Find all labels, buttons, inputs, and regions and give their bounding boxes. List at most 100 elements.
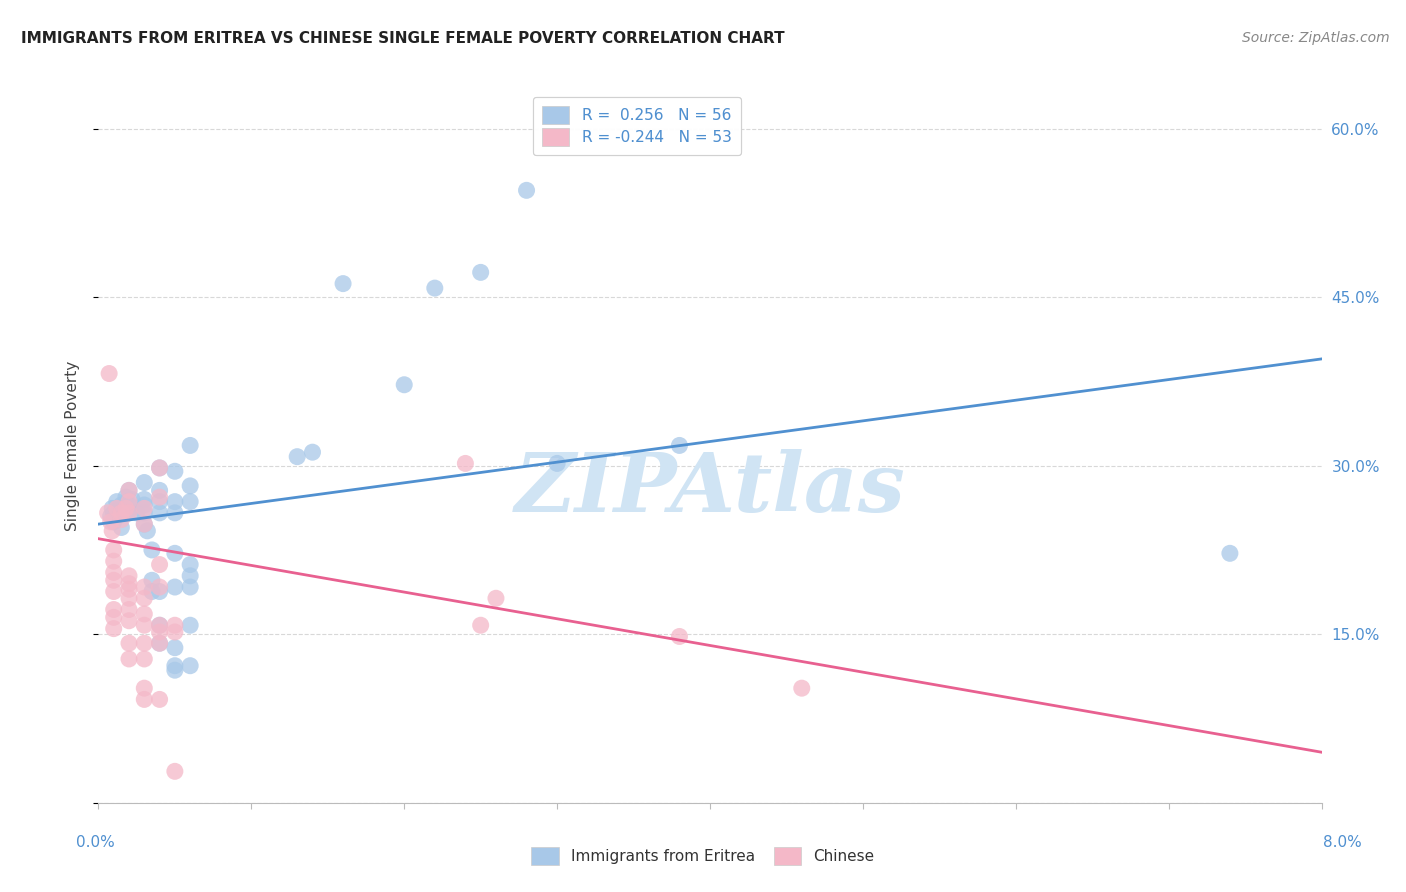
Point	[149, 584, 172, 599]
Point	[141, 584, 163, 599]
Point	[134, 498, 156, 512]
Text: IMMIGRANTS FROM ERITREA VS CHINESE SINGLE FEMALE POVERTY CORRELATION CHART: IMMIGRANTS FROM ERITREA VS CHINESE SINGL…	[21, 31, 785, 46]
Point	[179, 618, 201, 632]
Point	[149, 618, 172, 632]
Point	[134, 692, 156, 706]
Point	[668, 438, 690, 452]
Point	[1219, 546, 1241, 560]
Point	[179, 580, 201, 594]
Point	[134, 475, 156, 490]
Point	[100, 515, 122, 529]
Point	[149, 692, 172, 706]
Point	[118, 582, 141, 597]
Point	[103, 506, 125, 520]
Point	[546, 457, 568, 471]
Point	[423, 281, 446, 295]
Point	[163, 464, 186, 478]
Point	[98, 367, 121, 381]
Point	[136, 524, 159, 538]
Point	[118, 576, 141, 591]
Point	[149, 580, 172, 594]
Point	[118, 614, 141, 628]
Point	[134, 517, 156, 532]
Point	[118, 506, 141, 520]
Point	[118, 652, 141, 666]
Point	[103, 515, 125, 529]
Point	[125, 506, 148, 520]
Legend: Immigrants from Eritrea, Chinese: Immigrants from Eritrea, Chinese	[526, 841, 880, 871]
Point	[470, 265, 492, 279]
Point	[118, 503, 141, 517]
Point	[285, 450, 308, 464]
Point	[149, 483, 172, 498]
Point	[118, 483, 141, 498]
Point	[149, 625, 172, 640]
Point	[118, 494, 141, 508]
Point	[115, 501, 138, 516]
Point	[141, 574, 163, 588]
Point	[100, 509, 122, 524]
Point	[179, 558, 201, 572]
Point	[97, 506, 120, 520]
Point	[118, 498, 141, 512]
Point	[301, 445, 323, 459]
Point	[163, 546, 186, 560]
Point	[163, 618, 186, 632]
Point	[110, 513, 132, 527]
Point	[163, 640, 186, 655]
Point	[134, 607, 156, 621]
Point	[134, 681, 156, 695]
Point	[163, 506, 186, 520]
Point	[163, 663, 186, 677]
Point	[103, 566, 125, 580]
Point	[454, 457, 477, 471]
Point	[103, 543, 125, 558]
Point	[149, 618, 172, 632]
Point	[179, 569, 201, 583]
Point	[134, 618, 156, 632]
Point	[332, 277, 354, 291]
Point	[149, 636, 172, 650]
Point	[163, 764, 186, 779]
Point	[118, 636, 141, 650]
Point	[134, 591, 156, 606]
Point	[163, 625, 186, 640]
Point	[134, 580, 156, 594]
Point	[179, 658, 201, 673]
Point	[134, 492, 156, 507]
Point	[118, 602, 141, 616]
Point	[470, 618, 492, 632]
Point	[110, 498, 132, 512]
Text: Source: ZipAtlas.com: Source: ZipAtlas.com	[1241, 31, 1389, 45]
Point	[103, 610, 125, 624]
Point	[118, 591, 141, 606]
Point	[103, 602, 125, 616]
Point	[118, 569, 141, 583]
Point	[163, 580, 186, 594]
Point	[790, 681, 813, 695]
Point	[103, 584, 125, 599]
Point	[110, 520, 132, 534]
Point	[103, 622, 125, 636]
Point	[103, 554, 125, 568]
Point	[103, 574, 125, 588]
Legend: R =  0.256   N = 56, R = -0.244   N = 53: R = 0.256 N = 56, R = -0.244 N = 53	[533, 97, 741, 155]
Point	[101, 524, 124, 538]
Point	[149, 461, 172, 475]
Point	[149, 636, 172, 650]
Point	[107, 503, 129, 517]
Point	[163, 658, 186, 673]
Point	[392, 377, 416, 392]
Point	[105, 494, 128, 508]
Point	[101, 501, 124, 516]
Point	[105, 501, 128, 516]
Point	[134, 517, 156, 532]
Point	[149, 494, 172, 508]
Y-axis label: Single Female Poverty: Single Female Poverty	[65, 361, 80, 531]
Point	[149, 558, 172, 572]
Point	[115, 490, 138, 504]
Point	[149, 461, 172, 475]
Point	[179, 494, 201, 508]
Point	[668, 630, 690, 644]
Point	[110, 506, 132, 520]
